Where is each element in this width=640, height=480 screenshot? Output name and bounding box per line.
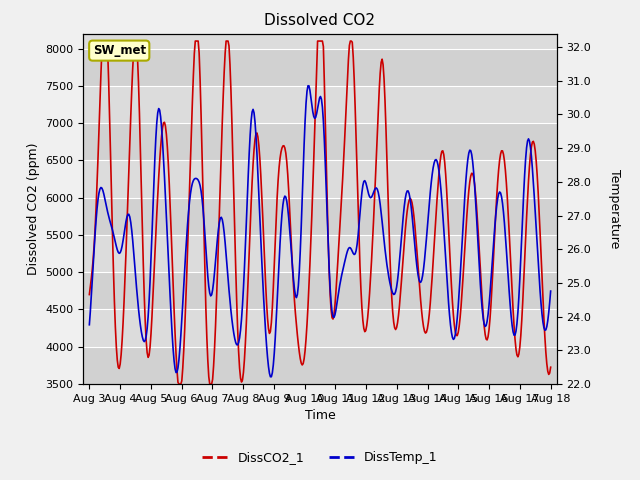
DissCO2_1: [86, 292, 93, 298]
Y-axis label: Temperature: Temperature: [608, 169, 621, 249]
DissTemp_1: [281, 193, 289, 199]
Text: SW_met: SW_met: [93, 44, 146, 57]
DissCO2_1: [506, 250, 514, 256]
DissCO2_1: [368, 258, 376, 264]
DissTemp_1: [304, 83, 312, 89]
DissCO2_1: [99, 38, 107, 44]
DissCO2_1: [175, 381, 183, 387]
DissTemp_1: [426, 190, 434, 195]
DissCO2_1: [346, 43, 353, 48]
Y-axis label: Dissolved CO2 (ppm): Dissolved CO2 (ppm): [27, 143, 40, 275]
DissTemp_1: [346, 245, 353, 251]
DissTemp_1: [368, 194, 376, 200]
X-axis label: Time: Time: [305, 409, 335, 422]
DissCO2_1: [282, 150, 290, 156]
Bar: [83, 198, 557, 235]
Bar: [83, 123, 557, 160]
DissCO2_1: [426, 300, 434, 306]
DissTemp_1: [547, 288, 554, 294]
DissTemp_1: [86, 322, 93, 328]
Title: Dissolved CO2: Dissolved CO2: [264, 13, 376, 28]
Bar: [83, 272, 557, 310]
DissCO2_1: [231, 230, 239, 236]
DissCO2_1: [547, 364, 554, 370]
Legend: DissCO2_1, DissTemp_1: DissCO2_1, DissTemp_1: [197, 446, 443, 469]
DissTemp_1: [267, 374, 275, 380]
Bar: [83, 347, 557, 384]
DissTemp_1: [229, 324, 237, 330]
Bar: [83, 48, 557, 86]
Line: DissTemp_1: DissTemp_1: [90, 86, 550, 377]
DissTemp_1: [506, 302, 514, 308]
Line: DissCO2_1: DissCO2_1: [90, 41, 550, 384]
